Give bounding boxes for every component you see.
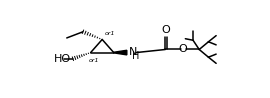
Text: O: O xyxy=(161,25,170,35)
Text: N: N xyxy=(129,47,137,57)
Text: or1: or1 xyxy=(89,58,100,63)
Polygon shape xyxy=(114,50,127,55)
Text: or1: or1 xyxy=(104,31,115,36)
Text: HO: HO xyxy=(54,54,71,64)
Text: O: O xyxy=(178,44,187,54)
Text: H: H xyxy=(132,51,140,61)
